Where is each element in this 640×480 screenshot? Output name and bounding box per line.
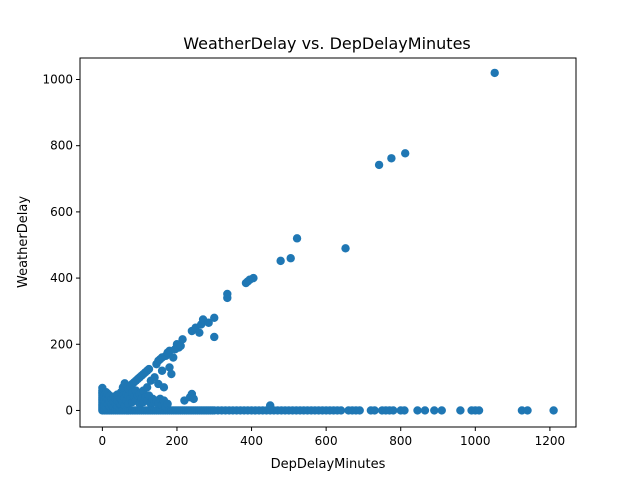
- scatter-point: [159, 383, 169, 392]
- scatter-point: [400, 406, 409, 415]
- y-tick-label: 200: [50, 337, 73, 351]
- scatter-point: [210, 313, 219, 322]
- scatter-point: [430, 406, 439, 415]
- scatter-point: [176, 341, 185, 351]
- scatter-point: [189, 394, 198, 404]
- scatter-point: [413, 406, 422, 415]
- scatter-point: [163, 399, 172, 409]
- scatter-point: [204, 318, 213, 327]
- y-tick-label: 600: [50, 205, 73, 219]
- scatter-point: [374, 160, 384, 170]
- chart-title: WeatherDelay vs. DepDelayMinutes: [183, 34, 471, 53]
- x-tick-label: 800: [389, 434, 412, 448]
- scatter-point: [292, 234, 302, 243]
- scatter-point: [223, 289, 232, 299]
- scatter-point: [195, 328, 204, 337]
- x-tick-label: 1000: [460, 434, 491, 448]
- y-tick-label: 0: [65, 403, 73, 417]
- scatter-point: [341, 244, 350, 253]
- scatter-point: [169, 353, 178, 362]
- x-axis-label: DepDelayMinutes: [271, 457, 386, 472]
- scatter-point: [389, 406, 398, 415]
- x-tick-label: 200: [166, 434, 189, 448]
- scatter-point: [178, 335, 187, 344]
- y-axis: 0 200 400 600 800 1000: [42, 73, 80, 417]
- scatter-point: [456, 406, 465, 415]
- scatter-point: [286, 254, 295, 263]
- scatter-point: [276, 256, 285, 266]
- scatter-point: [249, 273, 258, 283]
- axes-frame: [79, 57, 577, 428]
- x-tick-label: 600: [315, 434, 338, 448]
- scatter-point: [167, 369, 176, 379]
- scatter-point: [523, 406, 532, 415]
- scatter-point: [210, 332, 219, 342]
- y-tick-label: 400: [50, 271, 73, 285]
- scatter-point: [549, 406, 558, 415]
- scatter-point: [437, 406, 446, 415]
- y-tick-label: 1000: [42, 73, 73, 87]
- scatter-marks: [98, 68, 558, 415]
- scatter-point: [165, 363, 174, 372]
- scatter-point: [387, 154, 396, 163]
- x-tick-label: 1200: [535, 434, 566, 448]
- scatter-point: [336, 406, 346, 415]
- scatter-point: [474, 406, 484, 415]
- scatter-point: [420, 406, 430, 415]
- scatter-point: [401, 149, 410, 158]
- scatter-point: [370, 406, 379, 415]
- y-axis-label: WeatherDelay: [16, 196, 31, 288]
- x-tick-label: 0: [99, 434, 107, 448]
- scatter-point: [157, 366, 167, 375]
- x-axis: 0 200 400 600 800 1000 1200: [99, 427, 566, 448]
- scatter-point: [490, 68, 499, 78]
- scatter-point: [355, 406, 364, 415]
- scatter-point: [144, 364, 154, 374]
- scatter-point: [150, 373, 159, 382]
- scatter-point: [142, 383, 152, 392]
- x-tick-label: 400: [240, 434, 263, 448]
- y-tick-label: 800: [50, 139, 73, 153]
